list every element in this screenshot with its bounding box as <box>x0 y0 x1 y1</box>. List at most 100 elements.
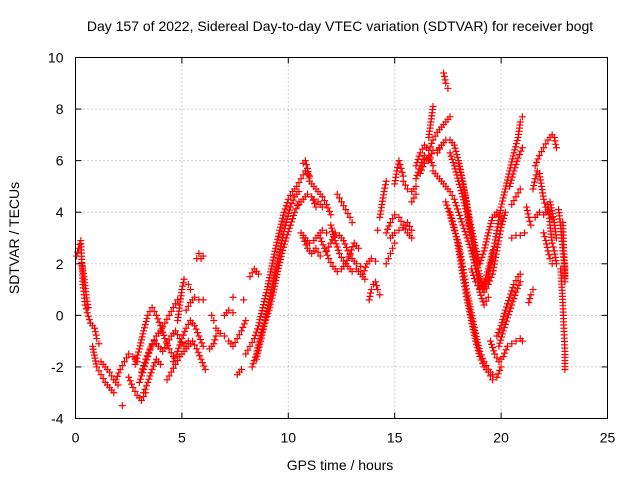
data-point <box>199 252 207 260</box>
data-point <box>265 306 273 314</box>
data-point <box>229 293 237 301</box>
data-point <box>303 190 311 198</box>
data-point <box>83 309 91 317</box>
data-point <box>349 243 357 251</box>
data-point <box>479 250 487 258</box>
data-point <box>508 155 516 163</box>
data-point <box>513 137 521 145</box>
data-point <box>396 161 404 169</box>
data-point <box>179 331 187 339</box>
data-point <box>469 233 477 241</box>
data-point <box>324 204 332 212</box>
data-point <box>486 259 494 267</box>
x-tick-label: 15 <box>387 430 403 446</box>
x-axis-label: GPS time / hours <box>287 457 394 473</box>
data-point <box>459 180 467 188</box>
data-point <box>481 277 489 285</box>
data-point <box>452 233 460 241</box>
data-point <box>262 289 270 297</box>
data-point <box>125 373 133 381</box>
y-tick-label: -4 <box>51 411 64 427</box>
data-point <box>325 255 333 263</box>
data-point <box>373 282 381 290</box>
data-point <box>272 276 280 284</box>
data-point <box>270 250 278 258</box>
data-point <box>174 347 182 355</box>
data-point <box>452 230 459 238</box>
data-point <box>467 265 475 273</box>
data-point <box>344 210 352 218</box>
data-point <box>548 239 556 247</box>
data-point <box>544 247 552 255</box>
data-point <box>529 185 537 193</box>
data-point <box>256 316 264 324</box>
data-point <box>255 343 263 351</box>
data-point <box>491 350 499 358</box>
data-point <box>178 286 186 294</box>
data-point <box>399 177 407 185</box>
data-point <box>271 282 279 290</box>
data-point <box>279 214 287 222</box>
data-point <box>320 197 328 205</box>
data-point <box>143 314 151 322</box>
data-point <box>461 192 469 200</box>
data-point <box>418 145 426 153</box>
data-point <box>343 256 351 264</box>
data-point <box>141 321 149 329</box>
data-point <box>131 360 139 368</box>
data-point <box>451 227 459 235</box>
data-point <box>265 274 273 282</box>
data-point <box>541 199 549 207</box>
data-point <box>106 368 114 376</box>
data-point <box>267 300 275 308</box>
data-point <box>93 363 101 371</box>
data-point <box>346 251 354 259</box>
data-point <box>184 280 192 288</box>
data-point <box>450 195 458 203</box>
data-point <box>179 279 187 287</box>
data-point <box>512 193 520 201</box>
data-point <box>264 280 272 288</box>
data-point <box>323 229 331 237</box>
data-point <box>391 229 399 237</box>
x-tick-label: 25 <box>600 430 616 446</box>
data-point <box>463 200 471 208</box>
data-point <box>277 252 285 260</box>
data-point <box>341 240 349 248</box>
data-point <box>283 215 291 223</box>
data-point <box>429 102 437 110</box>
data-point <box>225 306 233 314</box>
data-point <box>357 262 365 270</box>
data-point <box>467 220 475 228</box>
y-axis-ticks: -4 -2 0 2 4 6 8 10 <box>48 50 608 427</box>
data-point <box>482 297 490 305</box>
data-point <box>552 260 560 268</box>
data-point <box>359 270 367 278</box>
data-point <box>279 211 287 219</box>
chart-title: Day 157 of 2022, Sidereal Day-to-day VTE… <box>87 18 593 34</box>
data-point <box>113 372 121 380</box>
data-point <box>281 205 289 213</box>
data-point <box>332 240 340 248</box>
data-point <box>516 185 524 193</box>
data-point <box>182 324 190 332</box>
data-point <box>134 348 142 356</box>
data-point <box>505 297 513 305</box>
data-point <box>485 226 493 234</box>
data-point <box>210 317 218 325</box>
data-point <box>561 366 569 374</box>
data-point <box>498 333 506 341</box>
data-point <box>470 328 478 336</box>
data-point <box>448 191 456 199</box>
data-point <box>469 325 477 333</box>
data-point <box>484 232 492 240</box>
data-point <box>455 162 463 170</box>
data-point <box>165 336 173 344</box>
data-point <box>148 341 156 349</box>
data-point <box>282 202 290 210</box>
data-point <box>301 237 309 245</box>
data-point <box>448 155 456 163</box>
data-point <box>327 221 335 229</box>
data-point <box>516 270 524 278</box>
